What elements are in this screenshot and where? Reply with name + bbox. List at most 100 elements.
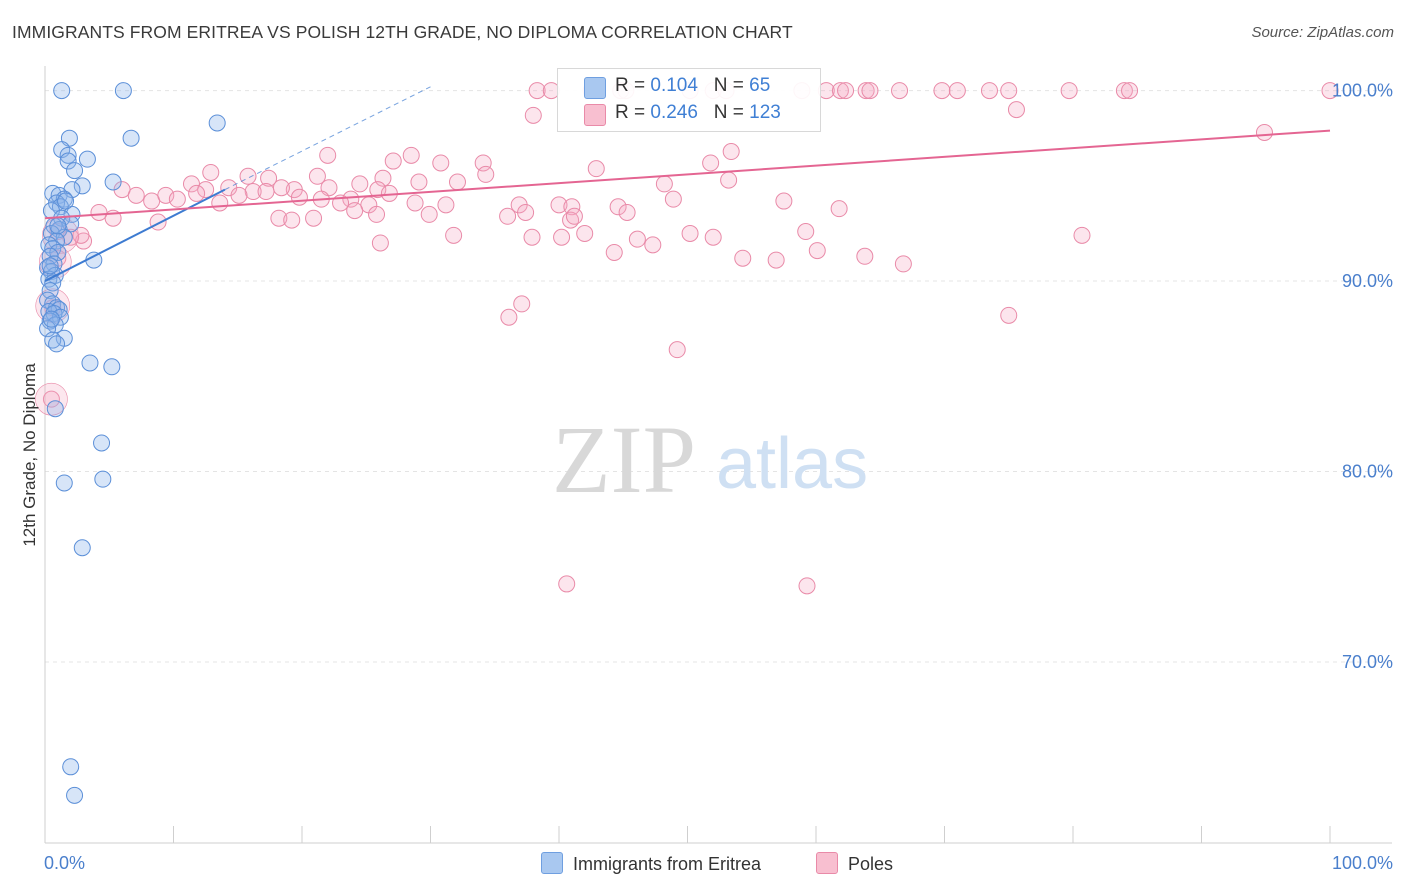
legend-r-label: R = — [615, 75, 646, 96]
poles-point — [1073, 226, 1091, 244]
chart-title: IMMIGRANTS FROM ERITREA VS POLISH 12TH G… — [12, 22, 793, 42]
eritrea-point — [73, 539, 91, 557]
poles-point — [1321, 82, 1339, 100]
poles-point — [437, 196, 455, 214]
poles-point — [410, 173, 428, 191]
poles-point — [244, 183, 262, 201]
poles-point — [290, 188, 308, 206]
poles-point — [830, 200, 848, 218]
poles-point — [704, 228, 722, 246]
poles-point — [861, 82, 879, 100]
legend-swatch-poles — [816, 852, 838, 874]
poles-point — [891, 82, 909, 100]
legend-r-label: R = — [615, 102, 646, 123]
poles-point — [720, 171, 738, 189]
poles-point — [894, 255, 912, 273]
poles-point — [664, 190, 682, 208]
eritrea-point — [57, 192, 75, 210]
poles-point — [168, 190, 186, 208]
poles-point — [702, 154, 720, 172]
poles-point — [402, 146, 420, 164]
poles-point — [257, 183, 275, 201]
poles-point — [1007, 101, 1025, 119]
eritrea-point — [49, 217, 67, 235]
poles-point — [644, 236, 662, 254]
poles-point — [90, 203, 108, 221]
poles-point — [477, 165, 495, 183]
poles-point — [668, 341, 686, 359]
eritrea-point — [42, 310, 60, 328]
poles-point — [272, 179, 290, 197]
poles-point — [368, 205, 386, 223]
poles-point — [260, 169, 278, 187]
legend-r-value: 0.104 — [650, 75, 698, 96]
legend-n-value: 65 — [749, 75, 771, 96]
y-tick-label: 90.0% — [1342, 271, 1393, 291]
poles-point — [933, 82, 951, 100]
legend-swatch-eritrea — [541, 852, 563, 874]
poles-point — [197, 181, 215, 199]
poles-point — [384, 152, 402, 170]
poles-point — [775, 192, 793, 210]
y-axis-label: 12th Grade, No Diploma — [20, 363, 39, 547]
y-tick-label: 100.0% — [1332, 81, 1393, 101]
poles-point — [1060, 82, 1078, 100]
eritrea-point — [59, 146, 77, 164]
eritrea-point — [66, 786, 84, 804]
poles-point — [857, 82, 875, 100]
poles-point — [837, 82, 855, 100]
poles-point — [420, 205, 438, 223]
eritrea-point — [55, 474, 73, 492]
bottom-legend-poles: Poles — [816, 852, 893, 875]
legend-n-value: 123 — [749, 102, 781, 123]
poles-point — [980, 82, 998, 100]
poles-point — [550, 196, 568, 214]
eritrea-point — [114, 82, 132, 100]
bottom-legend-eritrea: Immigrants from Eritrea — [541, 852, 761, 875]
poles-point — [722, 143, 740, 161]
eritrea-point — [103, 358, 121, 376]
watermark-atlas: atlas — [716, 424, 868, 504]
eritrea-point — [122, 129, 140, 147]
grid — [45, 90, 1392, 663]
poles-trend-line — [44, 129, 1331, 220]
legend-swatch-poles — [584, 104, 606, 126]
y-tick-label: 70.0% — [1342, 652, 1393, 672]
poles-point — [283, 211, 301, 229]
legend-label-poles: Poles — [848, 854, 894, 874]
legend-n-label: N = — [713, 75, 744, 96]
poles-point — [211, 194, 229, 212]
poles-point — [448, 173, 466, 191]
poles-point — [239, 167, 257, 185]
poles-point — [517, 203, 535, 221]
poles-point — [72, 226, 90, 244]
poles-point — [587, 160, 605, 178]
poles-point — [342, 190, 360, 208]
eritrea-point — [78, 150, 96, 168]
poles-point — [558, 575, 576, 593]
poles-point — [202, 163, 220, 181]
poles-point — [681, 224, 699, 242]
poles-point — [143, 192, 161, 210]
poles-point — [1255, 123, 1273, 141]
eritrea-point — [93, 434, 111, 452]
poles-point — [831, 82, 849, 100]
poles-point — [524, 106, 542, 124]
poles-point — [127, 186, 145, 204]
poles-point — [499, 207, 517, 225]
poles-point — [346, 202, 364, 220]
poles-point — [1115, 82, 1133, 100]
eritrea-point — [53, 82, 71, 100]
poles-point — [797, 223, 815, 241]
poles-point — [371, 234, 389, 252]
poles-point — [808, 242, 826, 260]
eritrea-point — [59, 152, 77, 170]
x-tick-label: 100.0% — [1332, 853, 1393, 873]
legend-n-label: N = — [713, 102, 744, 123]
poles-point — [500, 308, 518, 326]
poles-point — [856, 247, 874, 265]
eritrea-point — [73, 177, 91, 195]
poles-point — [406, 194, 424, 212]
poles-point — [523, 228, 541, 246]
